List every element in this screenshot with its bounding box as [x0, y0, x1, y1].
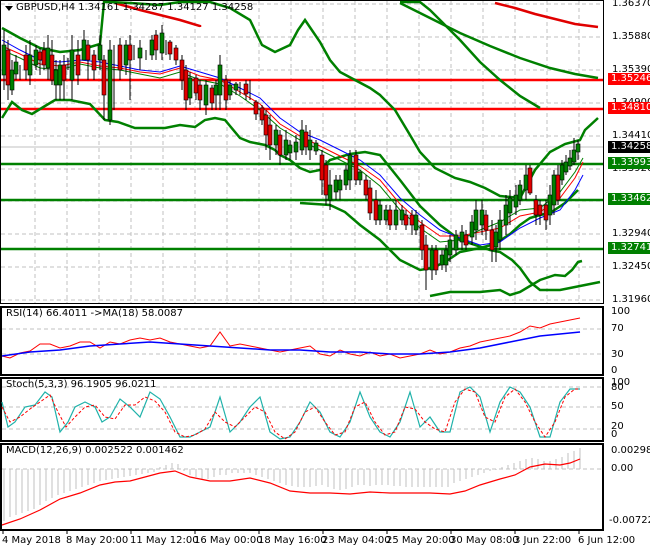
rsi-tick: 100	[611, 306, 631, 317]
level-tag-red: 1.34810	[608, 102, 650, 114]
collapse-arrow-icon[interactable]	[5, 6, 13, 11]
stoch-svg	[1, 386, 602, 440]
time-tick: 6 Jun 12:00	[578, 535, 636, 546]
stoch-pane[interactable]: Stoch(5,3,3) 96.1905 96.0211 100 80 50 2…	[0, 377, 650, 442]
stoch-tick: 0	[611, 429, 618, 440]
time-tick: 30 May 08:00	[450, 535, 519, 546]
candles	[1, 25, 581, 290]
stoch-tick: 20	[611, 421, 624, 432]
current-price-tag: 1.34258	[608, 141, 650, 153]
price-tick: 1.35390	[612, 64, 650, 75]
time-tick: 4 May 2018	[2, 535, 61, 546]
level-tag-red: 1.35246	[608, 73, 650, 85]
macd-title: MACD(12,26,9) 0.002522 0.001462	[6, 445, 184, 456]
stoch-plot[interactable]	[0, 377, 604, 442]
time-axis-ticks	[2, 529, 580, 534]
time-tick: 3 Jun 22:00	[514, 535, 572, 546]
macd-pane[interactable]: MACD(12,26,9) 0.002522 0.001462 0.002986…	[0, 443, 650, 531]
rsi-svg	[1, 317, 602, 359]
level-tag-green: 1.32741	[608, 242, 650, 254]
stoch-tick: 100	[611, 377, 631, 388]
price-tick: 1.31960	[612, 294, 650, 305]
macd-tick: 0.002986	[611, 445, 650, 456]
time-tick: 18 May 16:00	[258, 535, 327, 546]
price-chart-svg	[0, 0, 603, 303]
level-tag-green: 1.33993	[608, 157, 650, 169]
rsi-title: RSI(14) 66.4011 ->MA(18) 58.0087	[6, 308, 183, 319]
time-tick: 25 May 20:00	[386, 535, 455, 546]
rsi-tick: 30	[611, 349, 624, 360]
price-tick: 1.36370	[612, 0, 650, 9]
stoch-tick: 50	[611, 401, 624, 412]
rsi-tick: 70	[611, 323, 624, 334]
macd-svg	[1, 448, 602, 526]
macd-tick: 0.00	[611, 463, 634, 474]
price-tick: 1.32450	[612, 261, 650, 272]
rsi-pane[interactable]: RSI(14) 66.4011 ->MA(18) 58.0087 100 70 …	[0, 306, 650, 376]
time-tick: 16 May 00:00	[194, 535, 263, 546]
price-pane[interactable]: GBPUSD,H4 1.34161 1.34287 1.34127 1.3425…	[0, 0, 650, 305]
price-tick: 1.34410	[612, 130, 650, 141]
time-tick: 11 May 12:00	[130, 535, 199, 546]
macd-tick: -0.007222	[609, 515, 650, 526]
level-tag-green: 1.33462	[608, 193, 650, 205]
macd-plot[interactable]	[0, 443, 604, 531]
rsi-plot[interactable]	[0, 306, 604, 376]
rsi-tick: 0	[611, 365, 618, 376]
price-tick: 1.32940	[612, 228, 650, 239]
chart-title: GBPUSD,H4 1.34161 1.34287 1.34127 1.3425…	[16, 2, 254, 13]
time-tick: 8 May 20:00	[66, 535, 129, 546]
price-tick: 1.35880	[612, 31, 650, 42]
stoch-tick: 80	[611, 382, 624, 393]
stoch-title: Stoch(5,3,3) 96.1905 96.0211	[6, 379, 157, 390]
time-tick: 23 May 04:00	[322, 535, 391, 546]
macd-histogram	[3, 448, 581, 521]
